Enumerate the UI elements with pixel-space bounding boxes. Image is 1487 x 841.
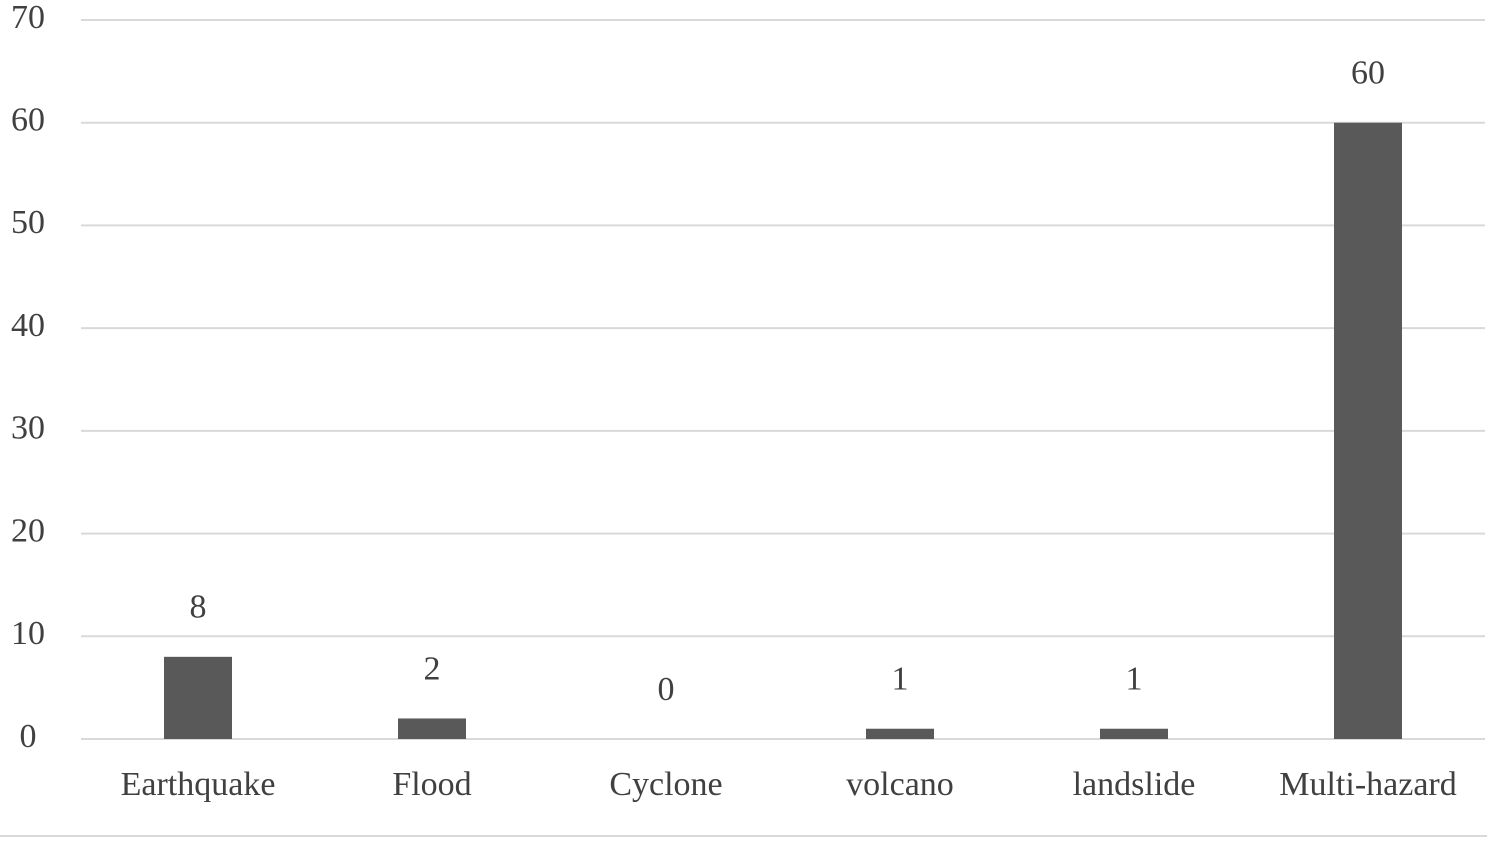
bar	[164, 656, 232, 739]
data-label: 2	[424, 650, 441, 687]
y-tick-label: 10	[11, 615, 45, 652]
x-tick-label: landslide	[1073, 766, 1196, 803]
data-label: 60	[1351, 55, 1385, 92]
x-tick-label: Multi-hazard	[1279, 766, 1457, 803]
x-tick-label: Earthquake	[121, 766, 276, 803]
x-tick-label: Cyclone	[609, 766, 722, 803]
data-label: 0	[658, 671, 675, 708]
bar	[1100, 728, 1168, 739]
data-label: 1	[1126, 661, 1143, 698]
x-tick-label: Flood	[392, 766, 471, 803]
y-tick-label: 20	[11, 512, 45, 549]
data-label: 8	[190, 589, 207, 626]
y-tick-label: 60	[11, 102, 45, 139]
y-tick-label: 70	[11, 0, 45, 36]
bar	[1334, 122, 1402, 739]
x-tick-label: volcano	[846, 766, 954, 803]
y-tick-label: 50	[11, 204, 45, 241]
bar	[866, 728, 934, 739]
data-label: 1	[892, 661, 909, 698]
y-tick-label: 40	[11, 307, 45, 344]
bar	[398, 718, 466, 739]
y-tick-label: 30	[11, 410, 45, 447]
y-tick-label: 0	[20, 718, 37, 755]
